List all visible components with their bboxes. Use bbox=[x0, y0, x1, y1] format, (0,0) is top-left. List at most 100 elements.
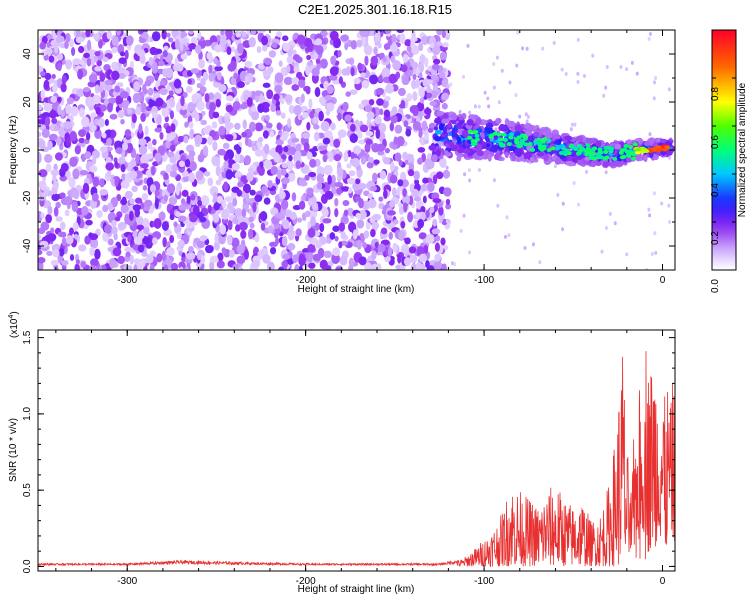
heatmap-signal-cell bbox=[475, 117, 482, 125]
heatmap-noise-cell bbox=[354, 195, 361, 202]
x-tick-label: -100 bbox=[474, 275, 494, 286]
heatmap-noise-cell bbox=[38, 227, 46, 235]
heatmap-noise-cell bbox=[113, 232, 118, 241]
heatmap-noise-cell bbox=[314, 131, 320, 142]
heatmap-noise-cell bbox=[358, 103, 365, 110]
x-axis-label: Height of straight line (km) bbox=[298, 284, 415, 295]
heatmap-noise-cell bbox=[236, 244, 245, 255]
heatmap-noise-cell bbox=[50, 259, 60, 266]
heatmap-noise-cell bbox=[417, 218, 425, 229]
heatmap-noise-cell bbox=[438, 71, 446, 79]
heatmap-noise-cell bbox=[413, 170, 420, 181]
heatmap-noise-cell bbox=[286, 64, 291, 74]
heatmap-noise-cell bbox=[523, 245, 527, 250]
heatmap-signal-cell bbox=[595, 140, 602, 147]
heatmap-noise-cell bbox=[347, 150, 352, 158]
heatmap-noise-cell bbox=[425, 159, 434, 170]
heatmap-noise-cell bbox=[342, 101, 348, 112]
heatmap-signal-cell bbox=[608, 149, 614, 154]
heatmap-noise-cell bbox=[462, 213, 466, 218]
heatmap-noise-cell bbox=[173, 221, 178, 228]
heatmap-noise-cell bbox=[569, 127, 573, 132]
heatmap-noise-cell bbox=[89, 246, 95, 257]
heatmap-noise-cell bbox=[69, 156, 78, 168]
heatmap-noise-cell bbox=[423, 244, 429, 254]
heatmap-noise-cell bbox=[111, 226, 118, 235]
heatmap-noise-cell bbox=[89, 238, 99, 249]
heatmap-noise-cell bbox=[39, 240, 49, 248]
heatmap-noise-cell bbox=[140, 113, 146, 122]
heatmap-noise-cell bbox=[131, 113, 137, 124]
heatmap-noise-cell bbox=[236, 81, 246, 89]
heatmap-noise-cell bbox=[99, 72, 106, 82]
heatmap-noise-cell bbox=[197, 153, 205, 163]
heatmap-noise-cell bbox=[660, 201, 664, 206]
heatmap-signal-cell bbox=[664, 145, 671, 150]
heatmap-noise-cell bbox=[161, 106, 170, 118]
heatmap-noise-cell bbox=[69, 130, 78, 142]
heatmap-noise-cell bbox=[154, 73, 159, 81]
heatmap-noise-cell bbox=[130, 158, 136, 168]
heatmap-noise-cell bbox=[407, 52, 414, 58]
heatmap-noise-cell bbox=[417, 157, 423, 165]
heatmap-noise-cell bbox=[412, 91, 418, 102]
heatmap-noise-cell bbox=[118, 156, 126, 165]
heatmap-noise-cell bbox=[619, 64, 623, 69]
heatmap-signal-cell bbox=[557, 139, 562, 145]
heatmap-signal-cell bbox=[595, 161, 602, 166]
heatmap-noise-cell bbox=[311, 238, 317, 246]
heatmap-noise-cell bbox=[85, 30, 91, 38]
heatmap-noise-cell bbox=[233, 72, 238, 79]
heatmap-noise-cell bbox=[348, 170, 356, 177]
heatmap-noise-cell bbox=[400, 244, 410, 255]
heatmap-noise-cell bbox=[196, 100, 205, 111]
heatmap-noise-cell bbox=[348, 264, 354, 270]
heatmap-noise-cell bbox=[667, 203, 671, 208]
heatmap-noise-cell bbox=[306, 121, 311, 131]
heatmap-noise-cell bbox=[385, 83, 394, 94]
heatmap-noise-cell bbox=[427, 181, 435, 192]
heatmap-noise-cell bbox=[109, 113, 118, 120]
heatmap-noise-cell bbox=[346, 66, 351, 76]
heatmap-noise-cell bbox=[647, 36, 651, 41]
heatmap-noise-cell bbox=[155, 97, 164, 108]
heatmap-noise-cell bbox=[468, 250, 472, 255]
heatmap-noise-cell bbox=[384, 30, 391, 34]
heatmap-noise-cell bbox=[135, 215, 144, 225]
heatmap-noise-cell bbox=[85, 132, 91, 141]
heatmap-signal-cell bbox=[442, 127, 447, 135]
heatmap-noise-cell bbox=[441, 78, 448, 87]
heatmap-noise-cell bbox=[269, 130, 275, 138]
heatmap-signal-cell bbox=[585, 143, 591, 148]
heatmap-noise-cell bbox=[92, 154, 97, 165]
heatmap-noise-cell bbox=[398, 159, 403, 167]
heatmap-noise-cell bbox=[50, 169, 60, 176]
heatmap-signal-cell bbox=[438, 123, 444, 131]
heatmap-noise-cell bbox=[221, 209, 230, 220]
heatmap-signal-cell bbox=[468, 114, 477, 120]
heatmap-noise-cell bbox=[88, 232, 94, 239]
heatmap-noise-cell bbox=[441, 92, 449, 101]
heatmap-signal-cell bbox=[519, 139, 525, 144]
heatmap-noise-cell bbox=[336, 187, 342, 195]
heatmap-noise-cell bbox=[169, 96, 175, 107]
heatmap-noise-cell bbox=[232, 197, 238, 207]
heatmap-noise-cell bbox=[299, 200, 306, 210]
heatmap-noise-cell bbox=[211, 121, 218, 129]
heatmap-noise-cell bbox=[65, 103, 72, 115]
heatmap-noise-cell bbox=[462, 74, 466, 79]
heatmap-noise-cell bbox=[274, 72, 284, 84]
heatmap-signal-cell bbox=[592, 156, 598, 161]
heatmap-noise-cell bbox=[148, 56, 154, 66]
heatmap-noise-cell bbox=[359, 30, 369, 38]
heatmap-signal-cell bbox=[450, 113, 458, 121]
heatmap-noise-cell bbox=[316, 63, 322, 70]
heatmap-noise-cell bbox=[380, 227, 388, 235]
heatmap-noise-cell bbox=[298, 264, 303, 270]
heatmap-noise-cell bbox=[364, 262, 372, 270]
heatmap-signal-cell bbox=[523, 142, 529, 147]
heatmap-signal-cell bbox=[451, 127, 456, 136]
colorbar-label: Normalized spectral amplitude bbox=[737, 82, 748, 217]
heatmap-noise-cell bbox=[441, 102, 448, 110]
heatmap-noise-cell bbox=[40, 180, 47, 191]
